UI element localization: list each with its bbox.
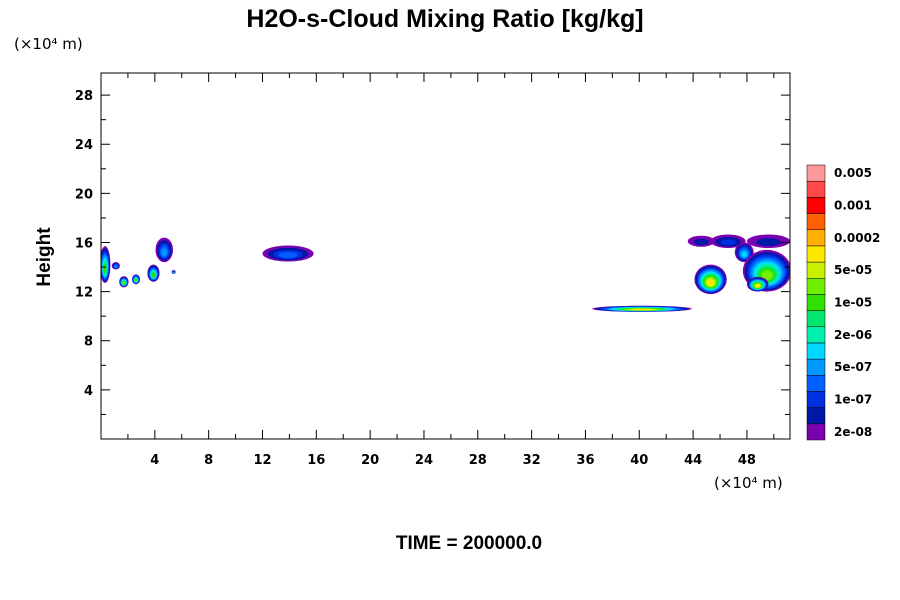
cloud-region [171,270,176,274]
cloud-region [111,262,120,270]
x-tick-label: 12 [253,453,271,468]
colorbar-label: 2e-06 [834,328,872,342]
colorbar-swatch [806,180,826,198]
colorbar-swatch [806,391,826,408]
colorbar-swatch [806,423,826,441]
cloud-contour [720,239,736,246]
cloud-region [746,276,769,292]
cloud-region [155,237,173,263]
colorbar-swatch [806,197,826,214]
colorbar-swatch [806,375,826,392]
y-tick-label: 20 [75,187,93,202]
x-tick-label: 24 [415,453,433,468]
cloud-contour [741,251,747,258]
colorbar-label: 5e-07 [834,360,872,374]
colorbar-swatch [806,229,826,247]
colorbar-swatch [806,407,826,425]
x-tick-label: 32 [523,453,541,468]
cloud-contour [172,271,175,274]
cloud-contour [278,252,298,258]
x-tick-label: 48 [738,453,756,468]
cloud-contour [103,264,107,274]
cloud-contour [161,248,168,257]
colorbar-label: 0.001 [834,198,872,212]
cloud-contour [707,279,715,286]
cloud-contour [122,281,125,285]
y-tick-label: 16 [75,236,93,251]
colorbar-swatch [806,277,826,295]
cloud-region [746,234,790,249]
cloud-region [147,264,160,282]
chart-title: H2O-s-Cloud Mixing Ratio [kg/kg] [246,5,643,33]
x-unit-label: (×10⁴ m) [714,474,783,492]
colorbar-swatch [806,310,826,328]
colorbar-label: 1e-05 [834,296,872,310]
colorbar-swatch [806,342,826,360]
x-tick-label: 20 [361,453,379,468]
x-tick-label: 40 [630,453,648,468]
cloud-region [710,234,746,249]
y-unit-label: (×10⁴ m) [14,35,83,53]
y-tick-label: 12 [75,286,93,301]
x-tick-label: 16 [307,453,325,468]
x-tick-label: 44 [684,453,702,468]
y-axis-label: Height [34,227,55,287]
cloud-contour [755,284,761,288]
cloud-contour [152,273,155,278]
cloud-region [262,245,314,262]
cloud-region [119,276,129,288]
y-tick-label: 8 [84,335,93,350]
cloud-contour [135,279,137,282]
cloud-region [687,235,715,247]
cloud-region [592,305,692,312]
colorbar-swatch [806,245,826,263]
colorbar-swatch [806,326,826,344]
y-tick-label: 24 [75,138,93,153]
x-tick-label: 28 [469,453,487,468]
x-tick-label: 4 [150,453,159,468]
y-tick-label: 4 [84,384,93,399]
colorbar-swatch [806,294,826,311]
cloud-region [694,264,727,295]
colorbar-swatch [806,358,826,376]
cloud-contour [761,270,773,281]
cloud-contour [756,238,781,246]
colorbar-label: 1e-07 [834,393,872,407]
colorbar-label: 0.0002 [834,231,880,245]
colorbar-label: 2e-08 [834,425,872,439]
cloud-region [131,274,141,285]
colorbar: 2e-08 1e-07 5e-07 2e-06 1e-05 5e-05 0.0002 0.00… [806,164,880,441]
colorbar-label: 5e-05 [834,263,872,277]
colorbar-swatch [806,261,826,279]
colorbar-swatch [806,164,826,182]
cloud-contour [630,308,653,311]
x-tick-label: 36 [576,453,594,468]
time-label: TIME = 200000.0 [396,533,542,554]
x-tick-label: 8 [204,453,213,468]
cloud-region [101,246,111,284]
y-tick-label: 28 [75,89,93,104]
cloud-region [734,242,754,263]
plot-frame [100,72,791,440]
colorbar-swatch [806,213,826,230]
plot-area [100,72,791,440]
cloud-contour [114,265,118,268]
colorbar-label: 0.005 [834,166,872,180]
cloud-contour [693,238,709,246]
